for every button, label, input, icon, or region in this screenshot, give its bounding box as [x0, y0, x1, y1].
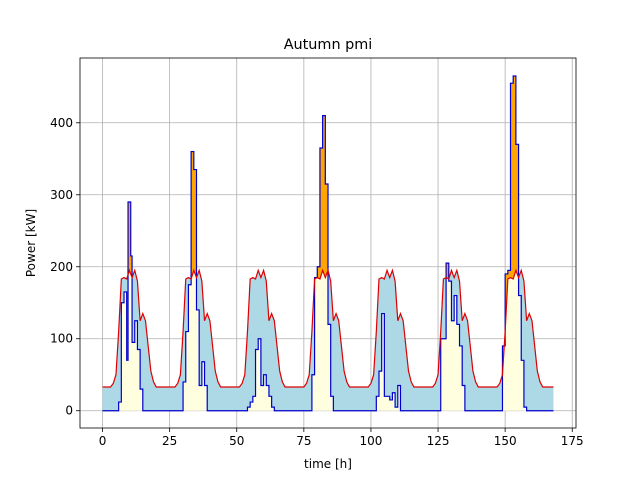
y-tick-label: 400	[50, 116, 73, 130]
y-tick-label: 100	[50, 332, 73, 346]
series-line-blue	[102, 75, 554, 412]
x-tick-label: 25	[162, 434, 177, 448]
x-tick-label: 100	[359, 434, 382, 448]
y-axis-ticks: 0 100 200 300 400	[50, 116, 80, 418]
x-axis-label: time [h]	[304, 457, 352, 471]
y-tick-label: 0	[65, 404, 73, 418]
x-tick-label: 150	[494, 434, 517, 448]
y-tick-label: 300	[50, 188, 73, 202]
x-tick-label: 50	[229, 434, 244, 448]
series-line-red	[102, 268, 554, 388]
plot-frame	[79, 57, 577, 429]
chart-title: Autumn pmi	[284, 37, 373, 53]
x-tick-label: 0	[99, 434, 107, 448]
y-tick-label: 200	[50, 260, 73, 274]
y-axis-label: Power [kW]	[24, 209, 38, 277]
deficit-area	[102, 75, 554, 387]
surplus-area	[102, 75, 554, 411]
x-axis-ticks: 0 25 50 75 100 125 150 175	[99, 428, 584, 448]
x-tick-label: 125	[427, 434, 450, 448]
x-tick-label: 175	[561, 434, 584, 448]
series-lines	[102, 75, 554, 412]
x-tick-label: 75	[296, 434, 311, 448]
